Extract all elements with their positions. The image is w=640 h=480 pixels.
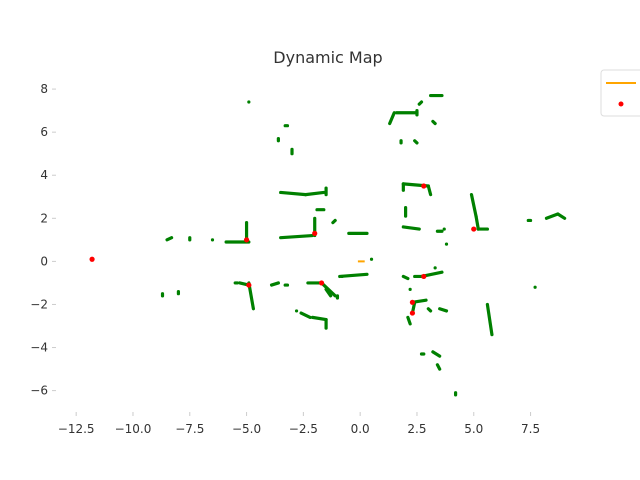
x-tick-label: −2.5 bbox=[289, 422, 318, 436]
landmark-point bbox=[246, 282, 252, 288]
y-tick-label: 6 bbox=[40, 125, 48, 139]
obstacle-segment bbox=[556, 212, 567, 220]
landmark-point bbox=[89, 256, 95, 262]
x-tick-label: −12.5 bbox=[58, 422, 95, 436]
x-tick-label: 7.5 bbox=[521, 422, 540, 436]
obstacle-segment bbox=[438, 307, 449, 313]
obstacle-segment bbox=[279, 233, 315, 240]
x-tick-label: 5.0 bbox=[464, 422, 483, 436]
obstacle-segment bbox=[338, 272, 369, 279]
obstacle-segment bbox=[401, 225, 421, 231]
landmark-point bbox=[471, 226, 477, 232]
y-tick-label: 2 bbox=[40, 211, 48, 225]
legend-box bbox=[600, 69, 640, 117]
obstacle-segment bbox=[324, 287, 333, 298]
y-tick-label: −6 bbox=[30, 384, 48, 398]
landmark-point bbox=[243, 237, 250, 243]
y-tick-label: 4 bbox=[40, 168, 48, 182]
obstacle-segment bbox=[485, 302, 494, 337]
obstacle-segment bbox=[319, 281, 337, 298]
obstacle-segment bbox=[331, 218, 337, 225]
obstacle-segment bbox=[304, 190, 326, 197]
y-tick-label: 8 bbox=[40, 82, 48, 96]
obstacle-series bbox=[160, 93, 567, 397]
y-axis-ticks: −6 −4 −2 0 2 4 6 8 bbox=[30, 82, 56, 398]
landmark-point bbox=[409, 310, 416, 316]
obstacle-segment bbox=[469, 193, 478, 218]
x-tick-label: 0.0 bbox=[351, 422, 370, 436]
landmark-point bbox=[409, 299, 416, 305]
obstacle-segment bbox=[388, 111, 396, 126]
y-tick-label: 0 bbox=[40, 254, 48, 268]
legend-landmark-marker bbox=[618, 101, 624, 107]
landmark-point bbox=[312, 230, 318, 236]
landmark-series bbox=[89, 183, 477, 316]
obstacle-segment bbox=[474, 214, 480, 231]
landmark-point bbox=[421, 273, 427, 280]
obstacle-segment bbox=[310, 315, 328, 322]
obstacle-segment bbox=[269, 281, 280, 287]
x-tick-label: 2.5 bbox=[407, 422, 426, 436]
x-tick-label: −5.0 bbox=[232, 422, 261, 436]
obstacle-segment bbox=[165, 236, 174, 242]
x-tick-label: −7.5 bbox=[175, 422, 204, 436]
x-axis-ticks: −12.5 −10.0 −7.5 −5.0 −2.5 0.0 2.5 5.0 7.5 bbox=[58, 412, 540, 436]
obstacle-segment bbox=[417, 100, 424, 106]
obstacle-segment bbox=[544, 212, 560, 220]
landmark-point bbox=[318, 280, 325, 286]
obstacle-segment bbox=[406, 315, 412, 326]
y-tick-label: −2 bbox=[30, 297, 48, 311]
chart-title: Dynamic Map bbox=[273, 48, 382, 67]
obstacle-segment bbox=[279, 190, 308, 197]
obstacle-segment bbox=[413, 139, 419, 145]
obstacle-segment bbox=[426, 307, 433, 313]
obstacle-segment bbox=[299, 311, 312, 319]
obstacle-segment bbox=[401, 274, 410, 281]
obstacle-segment bbox=[431, 119, 437, 126]
obstacle-segment bbox=[426, 184, 433, 197]
obstacle-segment bbox=[431, 350, 442, 358]
legend bbox=[600, 69, 640, 117]
landmark-point bbox=[421, 183, 427, 189]
x-tick-label: −10.0 bbox=[115, 422, 152, 436]
obstacle-segment bbox=[435, 363, 442, 371]
y-tick-label: −4 bbox=[30, 341, 48, 355]
